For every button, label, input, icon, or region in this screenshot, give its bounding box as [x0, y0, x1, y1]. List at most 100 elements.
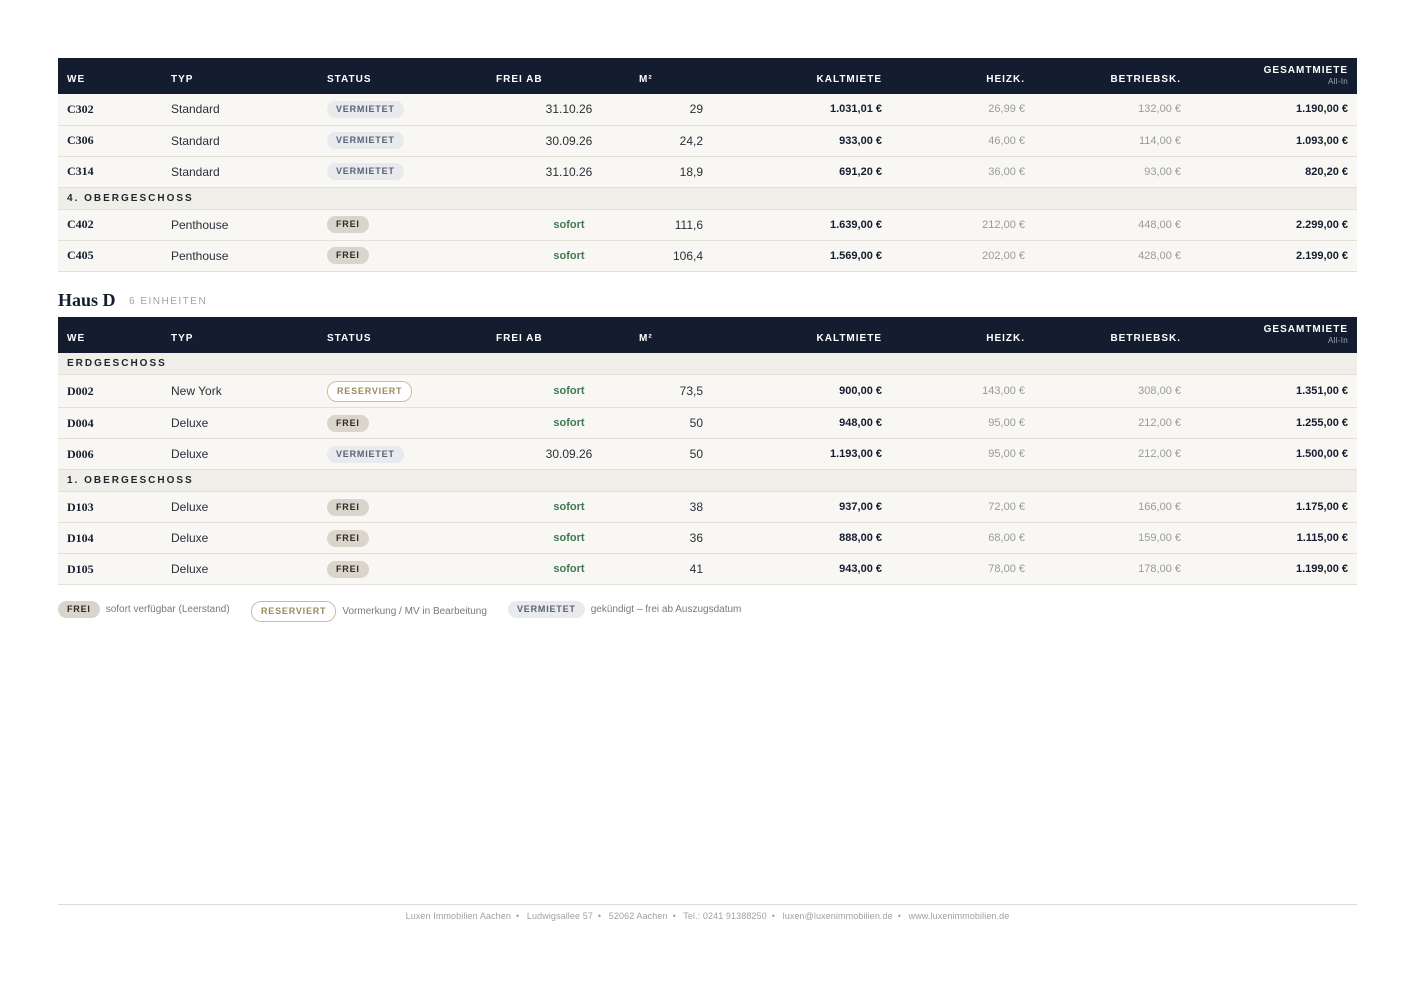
table-row: D004 Deluxe FREI sofort 50 948,00 € 95,00 € 212…	[58, 407, 1357, 439]
unit-status: VERMIETET	[318, 439, 487, 470]
heating-costs: 68,00 €	[988, 532, 1025, 544]
col-header-we: WE	[67, 74, 86, 85]
heating-costs: 26,99 €	[988, 103, 1025, 116]
available-from: sofort	[553, 385, 585, 397]
area-m2: 41	[689, 562, 703, 576]
floor-d-1: 1. Obergeschoss	[58, 469, 1357, 492]
cold-rent: 943,00 €	[839, 563, 882, 575]
unit-count: 6 Einheiten	[129, 295, 208, 307]
area-m2: 50	[689, 447, 703, 461]
table-header-row: WE Typ Status Frei ab M² Kaltmiete Heizk…	[58, 58, 1357, 94]
legend-text-vermietet: gekündigt – frei ab Auszugsdatum	[590, 604, 742, 615]
col-header-betriebsk: Betriebsk.	[1110, 332, 1181, 344]
unit-id: D006	[67, 446, 94, 461]
col-header-typ: Typ	[171, 332, 194, 344]
unit-status: VERMIETET	[318, 125, 487, 156]
table-row: C405 Penthouse FREI sofort 106,4 1.569,00 € 20…	[58, 240, 1357, 271]
legend-text-reserviert: Vormerkung / MV in Bearbeitung	[342, 606, 487, 617]
operating-costs: 308,00 €	[1138, 385, 1181, 397]
available-from: 31.10.26	[545, 164, 593, 179]
area-m2: 50	[689, 416, 703, 430]
floor-d-eg: Erdgeschoss	[58, 352, 1357, 375]
col-header-betriebsk: Betriebsk.	[1110, 74, 1181, 85]
col-header-we: WE	[67, 332, 86, 344]
unit-status: VERMIETET	[318, 156, 487, 187]
unit-id: C306	[67, 133, 94, 147]
total-rent: 1.199,00 €	[1296, 563, 1348, 575]
unit-id: D002	[67, 383, 94, 398]
status-badge: VERMIETET	[327, 132, 404, 149]
floor-c-4: 4. Obergeschoss	[58, 187, 1357, 209]
status-badge: VERMIETET	[327, 163, 404, 180]
col-header-frei-ab: Frei ab	[496, 332, 543, 344]
heating-costs: 72,00 €	[988, 501, 1025, 513]
total-rent: 1.190,00 €	[1296, 103, 1348, 116]
heating-costs: 212,00 €	[982, 218, 1025, 231]
footer-street: Ludwigsallee 57	[526, 911, 593, 921]
heating-costs: 202,00 €	[982, 249, 1025, 262]
available-from: sofort	[553, 532, 585, 544]
unit-id: C405	[67, 248, 94, 262]
area-m2: 18,9	[679, 164, 703, 179]
legend-item-vermietet: VERMIETET gekündigt – frei ab Auszugsdat…	[508, 601, 741, 618]
rows-c-top: C302 Standard VERMIETET 31.10.26 29 1.031,01 …	[58, 94, 1357, 187]
footer-divider	[58, 904, 1357, 905]
unit-id: C314	[67, 164, 94, 178]
total-rent: 2.299,00 €	[1296, 218, 1348, 231]
cold-rent: 948,00 €	[839, 417, 882, 429]
unit-type: Penthouse	[171, 217, 229, 232]
legend-item-reserviert: RESERVIERT Vormerkung / MV in Bearbeitun…	[251, 601, 487, 622]
cold-rent: 888,00 €	[839, 532, 882, 544]
footer: Luxen Immobilien Aachen • Ludwigsallee 57…	[405, 911, 1010, 921]
unit-type: Deluxe	[171, 562, 209, 576]
page: WE Typ Status Frei ab M² Kaltmiete Heizk…	[58, 58, 1357, 641]
units-table-house-c: WE Typ Status Frei ab M² Kaltmiete Heizk…	[58, 58, 1357, 272]
unit-type: Standard	[171, 164, 220, 179]
legend-badge-reserviert: RESERVIERT	[251, 601, 337, 622]
rows-c-4: C402 Penthouse FREI sofort 111,6 1.639,00 € 21…	[58, 209, 1357, 271]
cold-rent: 933,00 €	[839, 134, 882, 147]
unit-status: FREI	[318, 240, 487, 271]
legend-item-frei: FREI sofort verfügbar (Leerstand)	[58, 601, 230, 618]
heating-costs: 36,00 €	[988, 165, 1025, 178]
operating-costs: 166,00 €	[1138, 501, 1181, 513]
col-header-status: Status	[327, 332, 372, 344]
unit-status: FREI	[318, 209, 487, 240]
rows-d-1: D103 Deluxe FREI sofort 38 937,00 € 72,00 € 166…	[58, 491, 1357, 585]
available-from: sofort	[553, 417, 585, 429]
gesamtmiete-sublabel: All-In	[1327, 77, 1348, 86]
total-rent: 1.093,00 €	[1296, 134, 1348, 147]
available-from: sofort	[553, 563, 585, 575]
unit-type: Penthouse	[171, 248, 229, 263]
col-header-status: Status	[327, 74, 372, 85]
floor-label: Erdgeschoss	[67, 357, 167, 369]
footer-phone: Tel.: 0241 91388250	[683, 911, 767, 921]
footer-email[interactable]: luxen@luxenimmobilien.de	[782, 911, 893, 921]
area-m2: 38	[689, 500, 703, 514]
status-badge: RESERVIERT	[327, 380, 413, 402]
heating-costs: 46,00 €	[988, 134, 1025, 147]
gesamtmiete-label: Gesamtmiete	[1263, 323, 1348, 335]
unit-type: Deluxe	[171, 416, 209, 430]
unit-type: New York	[171, 384, 222, 398]
col-header-gesamtmiete: Gesamtmiete All-In	[1190, 58, 1357, 94]
footer-web[interactable]: www.luxenimmobilien.de	[908, 911, 1010, 921]
table-row: D105 Deluxe FREI sofort 41 943,00 € 78,00 € 178…	[58, 553, 1357, 585]
operating-costs: 114,00 €	[1138, 134, 1181, 147]
available-from: 30.09.26	[545, 447, 593, 461]
cold-rent: 1.569,00 €	[830, 249, 882, 262]
area-m2: 36	[689, 531, 703, 545]
unit-status: FREI	[318, 523, 487, 554]
table-row: D103 Deluxe FREI sofort 38 937,00 € 72,00 € 166…	[58, 491, 1357, 523]
status-badge: FREI	[327, 414, 369, 432]
rows-d-eg: D002 New York RESERVIERT sofort 73,5 900,00 €…	[58, 374, 1357, 470]
unit-status: RESERVIERT	[318, 375, 487, 408]
gesamtmiete-sublabel: All-In	[1327, 335, 1348, 345]
table-header-row: WE Typ Status Frei ab M² Kaltmiete Heizk…	[58, 316, 1357, 353]
operating-costs: 93,00 €	[1144, 165, 1181, 178]
total-rent: 1.500,00 €	[1296, 448, 1348, 460]
house-heading: Haus D 6 Einheiten	[58, 272, 1357, 317]
unit-status: FREI	[318, 408, 487, 439]
unit-type: Standard	[171, 102, 220, 117]
available-from: 30.09.26	[545, 133, 593, 148]
